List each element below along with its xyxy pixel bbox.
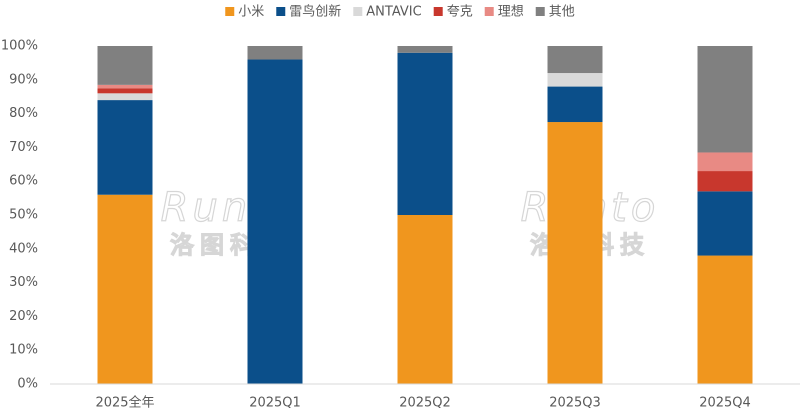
y-tick-label: 60% <box>9 174 38 189</box>
bar-segment <box>397 52 453 216</box>
legend-label: 其他 <box>549 5 575 20</box>
y-tick-label: 20% <box>9 309 38 324</box>
x-tick-label: 2025Q2 <box>399 396 451 411</box>
bar-segment <box>547 122 603 385</box>
bar-segment <box>697 171 753 192</box>
legend-label: ANTAVIC <box>366 5 421 20</box>
bar-segment <box>247 59 303 385</box>
bar-segment <box>697 152 753 172</box>
bar-segment <box>547 86 603 123</box>
bar-segment <box>547 73 603 87</box>
legend-swatch <box>484 7 494 16</box>
bar-segment <box>397 46 453 53</box>
legend-label: 理想 <box>498 4 524 20</box>
y-tick-label: 30% <box>9 275 38 290</box>
bar-segment <box>397 215 453 384</box>
bar-segment <box>547 46 603 74</box>
legend-swatch <box>225 7 235 16</box>
legend-swatch <box>433 7 443 16</box>
bar-segment <box>97 194 153 384</box>
bar-segment <box>697 191 753 256</box>
bar-segment <box>97 88 153 94</box>
x-tick-label: 2025Q4 <box>699 396 751 411</box>
legend-label: 夸克 <box>447 5 473 20</box>
legend-swatch <box>535 7 545 16</box>
bar-segment <box>97 84 153 89</box>
y-tick-label: 100% <box>1 39 38 54</box>
bar-segment <box>247 46 303 60</box>
y-tick-label: 10% <box>9 343 38 358</box>
y-tick-label: 70% <box>9 140 38 155</box>
legend-swatch <box>353 7 363 16</box>
x-tick-label: 2025Q1 <box>249 396 301 411</box>
bar-segment <box>97 100 153 195</box>
y-tick-label: 50% <box>9 208 38 223</box>
legend-swatch <box>276 7 286 16</box>
legend: 小米 雷鸟创新 ANTAVIC 夸克 理想 其他 <box>225 4 575 20</box>
bar-segment <box>697 46 753 153</box>
bar-segment <box>697 255 753 384</box>
y-tick-label: 80% <box>9 106 38 121</box>
bar-segment <box>97 46 153 85</box>
y-tick-label: 90% <box>9 72 38 87</box>
legend-label: 小米 <box>238 5 264 20</box>
bar-segment <box>97 93 153 101</box>
legend-label: 雷鸟创新 <box>289 4 341 20</box>
y-tick-label: 0% <box>17 377 38 392</box>
x-tick-label: 2025全年 <box>95 395 154 411</box>
y-tick-label: 40% <box>9 241 38 256</box>
x-tick-label: 2025Q3 <box>549 396 601 411</box>
